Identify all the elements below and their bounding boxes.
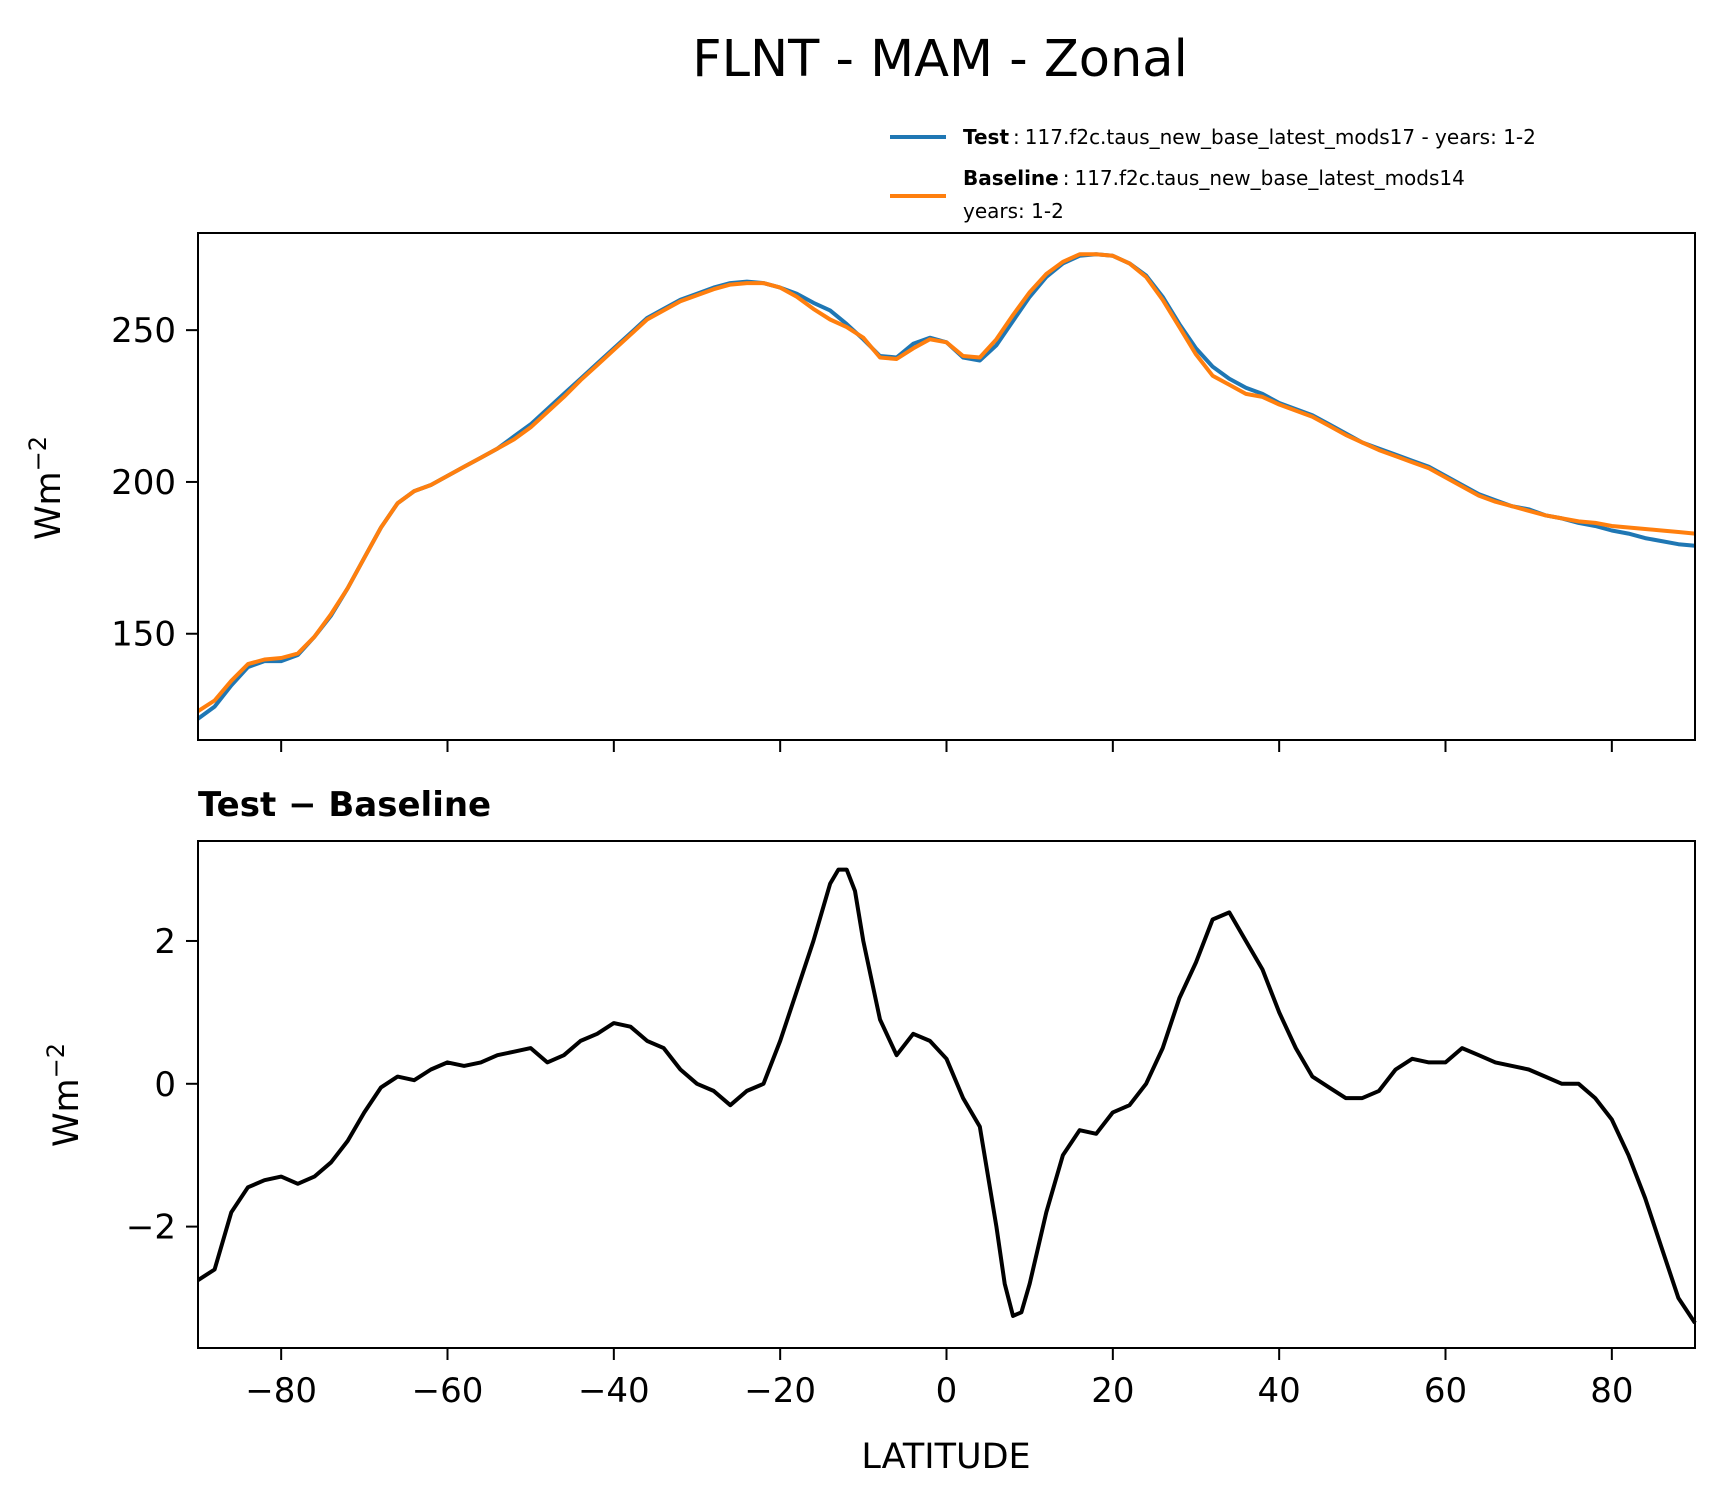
y-tick-label: 250 bbox=[111, 311, 176, 351]
bottom-plot-frame bbox=[197, 840, 1696, 1349]
x-tick-label: 40 bbox=[1258, 1371, 1301, 1411]
legend-baseline-sep: : bbox=[1063, 166, 1070, 190]
bottom-ylabel-unit: Wm bbox=[47, 1078, 87, 1147]
legend-entry-test: Test:117.f2c.taus_new_base_latest_mods17… bbox=[963, 125, 1536, 149]
legend-baseline-text: 117.f2c.taus_new_base_latest_mods14 bbox=[1074, 166, 1464, 190]
legend-test-sep: : bbox=[1013, 125, 1020, 149]
y-tick-label: 200 bbox=[111, 463, 176, 503]
x-tick-label: −40 bbox=[578, 1371, 650, 1411]
figure-title: FLNT - MAM - Zonal bbox=[692, 30, 1187, 89]
bottom-plot-title: Test − Baseline bbox=[198, 785, 491, 825]
top-ylabel-unit: Wm bbox=[29, 471, 69, 540]
x-tick-label: −80 bbox=[245, 1371, 317, 1411]
bottom-lines bbox=[196, 867, 1697, 1325]
x-tick-label: 60 bbox=[1424, 1371, 1467, 1411]
y-tick-label: 150 bbox=[111, 615, 176, 655]
legend-baseline-text2: years: 1-2 bbox=[963, 199, 1064, 223]
x-tick-label: 0 bbox=[936, 1371, 958, 1411]
series-line-baseline bbox=[196, 252, 1696, 713]
bottom-ylabel-exponent: −2 bbox=[42, 1043, 70, 1078]
x-tick-label: −60 bbox=[412, 1371, 484, 1411]
bottom-plot: −80 −60 −40 −20 0 20 40 60 80−202 Wm−2 LATITUDE bbox=[42, 840, 1697, 1477]
bottom-ticks: −80 −60 −40 −20 0 20 40 60 80−202 bbox=[126, 922, 1634, 1411]
bottom-ylabel: Wm−2 bbox=[42, 1043, 87, 1147]
legend: Test:117.f2c.taus_new_base_latest_mods17… bbox=[890, 125, 1536, 223]
y-tick-label: 0 bbox=[154, 1065, 176, 1105]
legend-entry-baseline: Baseline:117.f2c.taus_new_base_latest_mo… bbox=[963, 166, 1465, 190]
top-ylabel-exponent: −2 bbox=[24, 436, 52, 471]
legend-baseline-name: Baseline bbox=[963, 166, 1059, 190]
top-ylabel: Wm−2 bbox=[24, 436, 69, 540]
x-tick-label: 80 bbox=[1590, 1371, 1633, 1411]
bottom-xlabel: LATITUDE bbox=[861, 1437, 1030, 1477]
x-tick-label: 20 bbox=[1091, 1371, 1134, 1411]
y-tick-label: 2 bbox=[154, 922, 176, 962]
legend-test-text: 117.f2c.taus_new_base_latest_mods17 - ye… bbox=[1025, 125, 1536, 149]
top-lines bbox=[196, 252, 1696, 721]
top-plot-frame bbox=[197, 232, 1696, 741]
top-plot: 150 200 250 Wm−2 bbox=[24, 232, 1696, 752]
legend-test-name: Test bbox=[963, 125, 1009, 149]
series-line-difference bbox=[196, 867, 1697, 1325]
y-tick-label: −2 bbox=[126, 1208, 176, 1248]
x-tick-label: −20 bbox=[744, 1371, 816, 1411]
top-ticks: 150 200 250 bbox=[111, 311, 1613, 752]
